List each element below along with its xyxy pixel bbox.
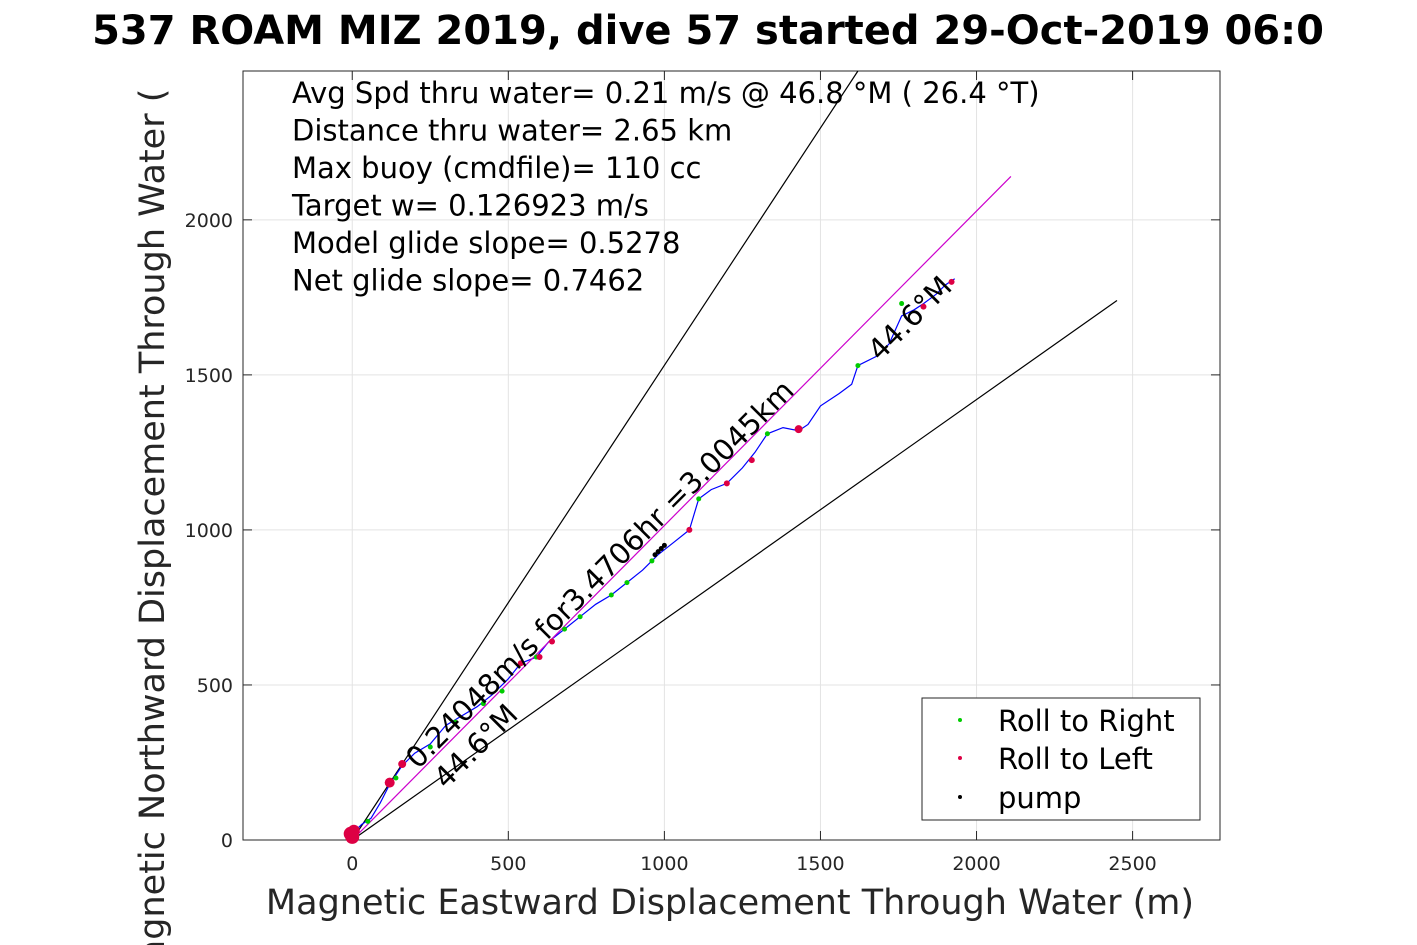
roll-right-point [855, 363, 861, 369]
roll-left-point [347, 824, 360, 837]
markers [343, 278, 955, 844]
pump-point [658, 546, 664, 552]
roll-left-point [794, 425, 803, 434]
stats-line: Distance thru water= 2.65 km [292, 114, 732, 148]
stats-line: Model glide slope= 0.5278 [292, 226, 680, 260]
legend-pump-label: pump [998, 781, 1081, 815]
roll-right-point [577, 614, 583, 620]
reference-line [351, 70, 859, 841]
roll-right-point [452, 719, 458, 725]
y-tick-label: 1500 [185, 365, 233, 387]
roll-right-point [427, 744, 433, 750]
roll-right-point [696, 496, 702, 502]
roll-left-point [723, 480, 730, 487]
roll-right-point [393, 775, 399, 781]
roll-right-point [365, 818, 371, 824]
x-tick-label: 0 [346, 853, 358, 875]
roll-right-point [499, 688, 505, 694]
roll-left-point [398, 760, 407, 769]
y-axis-ticks: 0 500 1000 1500 2000 [185, 210, 1220, 852]
plot-area [242, 70, 1221, 841]
x-tick-label: 1500 [796, 853, 844, 875]
legend: Roll to Right Roll to Left pump [921, 697, 1201, 821]
legend-roll-left-marker [958, 756, 962, 760]
series-line-track [351, 278, 956, 835]
roll-left-point [549, 638, 556, 645]
pump-point [661, 542, 667, 548]
x-tick-label: 2500 [1108, 853, 1156, 875]
pump-point [652, 552, 658, 558]
y-tick-label: 2000 [185, 210, 233, 232]
stats-line: Avg Spd thru water= 0.21 m/s @ 46.8 °M (… [292, 76, 1040, 110]
roll-right-point [608, 592, 614, 598]
legend-pump-marker [958, 795, 962, 799]
reference-line [351, 299, 1118, 841]
roll-right-point [649, 558, 655, 564]
series-line-model [351, 175, 1012, 841]
stats-line: Net glide slope= 0.7462 [292, 264, 644, 298]
legend-roll-right-marker [958, 718, 962, 722]
roll-left-point [517, 660, 524, 667]
y-axis-label: Magnetic Northward Displacement Through … [133, 89, 173, 945]
x-tick-label: 2000 [952, 853, 1000, 875]
x-axis-label: Magnetic Eastward Displacement Through W… [266, 883, 1194, 923]
legend-box [921, 697, 1201, 821]
legend-roll-left-label: Roll to Left [998, 742, 1153, 776]
y-tick-label: 500 [197, 675, 233, 697]
y-tick-label: 1000 [185, 520, 233, 542]
reference-lines [351, 70, 1118, 841]
pump-point [655, 549, 661, 555]
roll-right-point [624, 580, 630, 586]
roll-right-point [480, 701, 486, 707]
grid [243, 71, 1220, 841]
x-tick-label: 1000 [640, 853, 688, 875]
y-tick-label: 0 [221, 830, 233, 852]
x-axis-ticks: 0 500 1000 1500 2000 2500 [346, 71, 1157, 875]
roll-right-point [899, 301, 905, 307]
roll-left-point [686, 526, 693, 533]
roll-right-point [764, 431, 770, 437]
legend-roll-right-label: Roll to Right [998, 704, 1175, 738]
stats-line: Target w= 0.126923 m/s [291, 189, 649, 223]
x-tick-label: 500 [490, 853, 526, 875]
chart-title: 537 ROAM MIZ 2019, dive 57 started 29-Oc… [92, 8, 1324, 54]
roll-left-point [920, 303, 927, 310]
series [351, 175, 1012, 841]
roll-left-point [384, 777, 395, 788]
stats-line: Max buoy (cmdfile)= 110 cc [292, 151, 701, 185]
roll-left-point [748, 457, 755, 464]
roll-left-point [536, 654, 543, 661]
roll-left-point [948, 278, 955, 285]
stats-text-block: Avg Spd thru water= 0.21 m/s @ 46.8 °M (… [291, 76, 1040, 298]
roll-right-point [562, 626, 568, 632]
